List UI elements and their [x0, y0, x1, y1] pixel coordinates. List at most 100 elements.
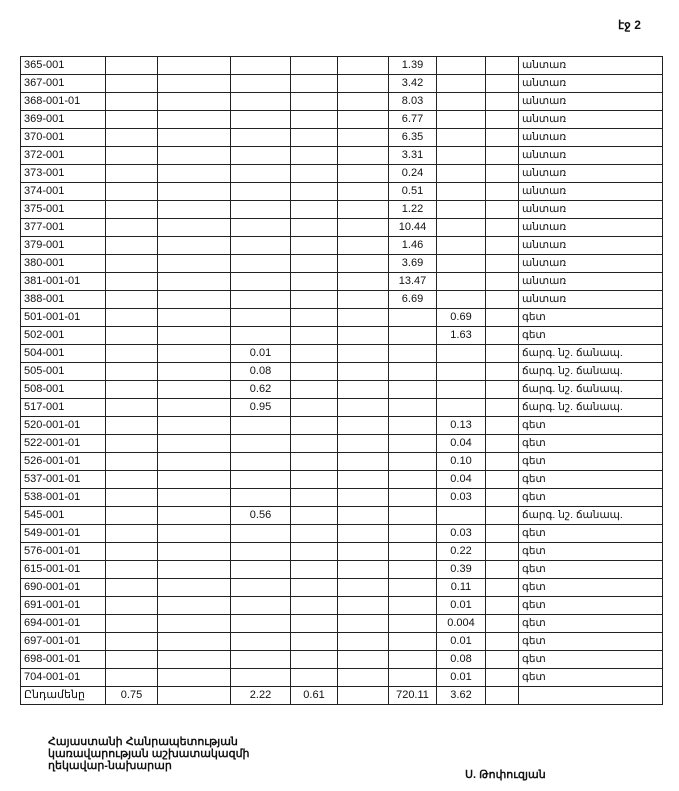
- cell-c6: [388, 560, 437, 579]
- cell-c6: [388, 344, 437, 363]
- table-row: 367-001 3.42 անտառ: [20, 74, 663, 93]
- cell-c6: 1.22: [388, 200, 437, 219]
- cell-c1: [105, 56, 158, 75]
- cell-code: 380-001: [20, 254, 106, 273]
- cell-c4: [290, 254, 338, 273]
- cell-c1: [105, 578, 158, 597]
- cell-c8: [485, 488, 519, 507]
- cell-c5: [337, 74, 389, 93]
- cell-code: 504-001: [20, 344, 106, 363]
- cell-type: գետ: [518, 632, 663, 651]
- cell-c5: [337, 632, 389, 651]
- signatory-title-line: ղեկավար-նախարար: [48, 760, 172, 772]
- table-row: 545-001 0.56 ճարգ. նշ. ճանապ.: [20, 506, 663, 525]
- table-row: 615-001-01 0.39 գետ: [20, 560, 663, 579]
- cell-c1: [105, 146, 158, 165]
- cell-code: 372-001: [20, 146, 106, 165]
- cell-c2: [157, 398, 231, 417]
- cell-c6: [388, 362, 437, 381]
- cell-c8: [485, 398, 519, 417]
- cell-c3: 0.08: [230, 362, 291, 381]
- cell-c2: [157, 74, 231, 93]
- cell-c6: [388, 668, 437, 687]
- cell-c6: [388, 596, 437, 615]
- table-row: 697-001-01 0.01 գետ: [20, 632, 663, 651]
- cell-type: գետ: [518, 542, 663, 561]
- cell-c3: [230, 110, 291, 129]
- table-row: 538-001-01 0.03 գետ: [20, 488, 663, 507]
- cell-c5: [337, 308, 389, 327]
- cell-c5: [337, 398, 389, 417]
- cell-c4: [290, 272, 338, 291]
- table-row: 369-001 6.77 անտառ: [20, 110, 663, 129]
- cell-c4: [290, 632, 338, 651]
- signatory-title: Հայաստանի Հանրապետության կառավարության ա…: [48, 736, 250, 772]
- cell-c6: [388, 632, 437, 651]
- cell-c3: [230, 254, 291, 273]
- cell-code: 369-001: [20, 110, 106, 129]
- table-row: 549-001-01 0.03 գետ: [20, 524, 663, 543]
- cell-c1: [105, 614, 158, 633]
- cell-c2: [157, 416, 231, 435]
- cell-c6: [388, 578, 437, 597]
- cell-c7: [436, 110, 486, 129]
- table-row: 379-001 1.46 անտառ: [20, 236, 663, 255]
- cell-type: գետ: [518, 560, 663, 579]
- cell-type: գետ: [518, 578, 663, 597]
- cell-c1: [105, 272, 158, 291]
- cell-c4: [290, 542, 338, 561]
- cell-code: 697-001-01: [20, 632, 106, 651]
- cell-c3: [230, 524, 291, 543]
- cell-c4: [290, 650, 338, 669]
- cell-c6: 13.47: [388, 272, 437, 291]
- cell-c8: [485, 380, 519, 399]
- cell-c2: [157, 380, 231, 399]
- cell-c3: [230, 542, 291, 561]
- cell-c2: [157, 668, 231, 687]
- cell-code: 379-001: [20, 236, 106, 255]
- cell-c1: [105, 380, 158, 399]
- cell-type: անտառ: [518, 74, 663, 93]
- cell-c1: [105, 560, 158, 579]
- cell-c3: [230, 164, 291, 183]
- cell-c4: [290, 362, 338, 381]
- cell-c7: [436, 398, 486, 417]
- cell-c1: [105, 236, 158, 255]
- cell-c7: 0.004: [436, 614, 486, 633]
- cell-c1: [105, 308, 158, 327]
- cell-c8: [485, 650, 519, 669]
- cell-type: գետ: [518, 614, 663, 633]
- cell-c2: [157, 488, 231, 507]
- cell-type: ճարգ. նշ. ճանապ.: [518, 362, 663, 381]
- cell-type: անտառ: [518, 110, 663, 129]
- cell-code: 368-001-01: [20, 92, 106, 111]
- cell-c5: [337, 524, 389, 543]
- cell-code: 388-001: [20, 290, 106, 309]
- cell-c1: [105, 110, 158, 129]
- cell-c8: [485, 362, 519, 381]
- cell-c6: 720.11: [388, 686, 437, 705]
- cell-c7: 0.11: [436, 578, 486, 597]
- cell-c6: [388, 506, 437, 525]
- cell-c5: [337, 218, 389, 237]
- cell-c3: [230, 578, 291, 597]
- table-row: 505-001 0.08 ճարգ. նշ. ճանապ.: [20, 362, 663, 381]
- table-row: 537-001-01 0.04 գետ: [20, 470, 663, 489]
- cell-code: 375-001: [20, 200, 106, 219]
- cell-c3: [230, 290, 291, 309]
- cell-code: 691-001-01: [20, 596, 106, 615]
- cell-c1: [105, 182, 158, 201]
- cell-c1: [105, 344, 158, 363]
- cell-c6: [388, 542, 437, 561]
- cell-c6: 1.46: [388, 236, 437, 255]
- cell-code: 367-001: [20, 74, 106, 93]
- cell-c2: [157, 56, 231, 75]
- table-row: 370-001 6.35 անտառ: [20, 128, 663, 147]
- cell-code: 508-001: [20, 380, 106, 399]
- cell-c4: [290, 416, 338, 435]
- cell-c1: [105, 596, 158, 615]
- cell-c8: [485, 578, 519, 597]
- cell-c6: [388, 398, 437, 417]
- cell-c4: [290, 380, 338, 399]
- cell-code: 690-001-01: [20, 578, 106, 597]
